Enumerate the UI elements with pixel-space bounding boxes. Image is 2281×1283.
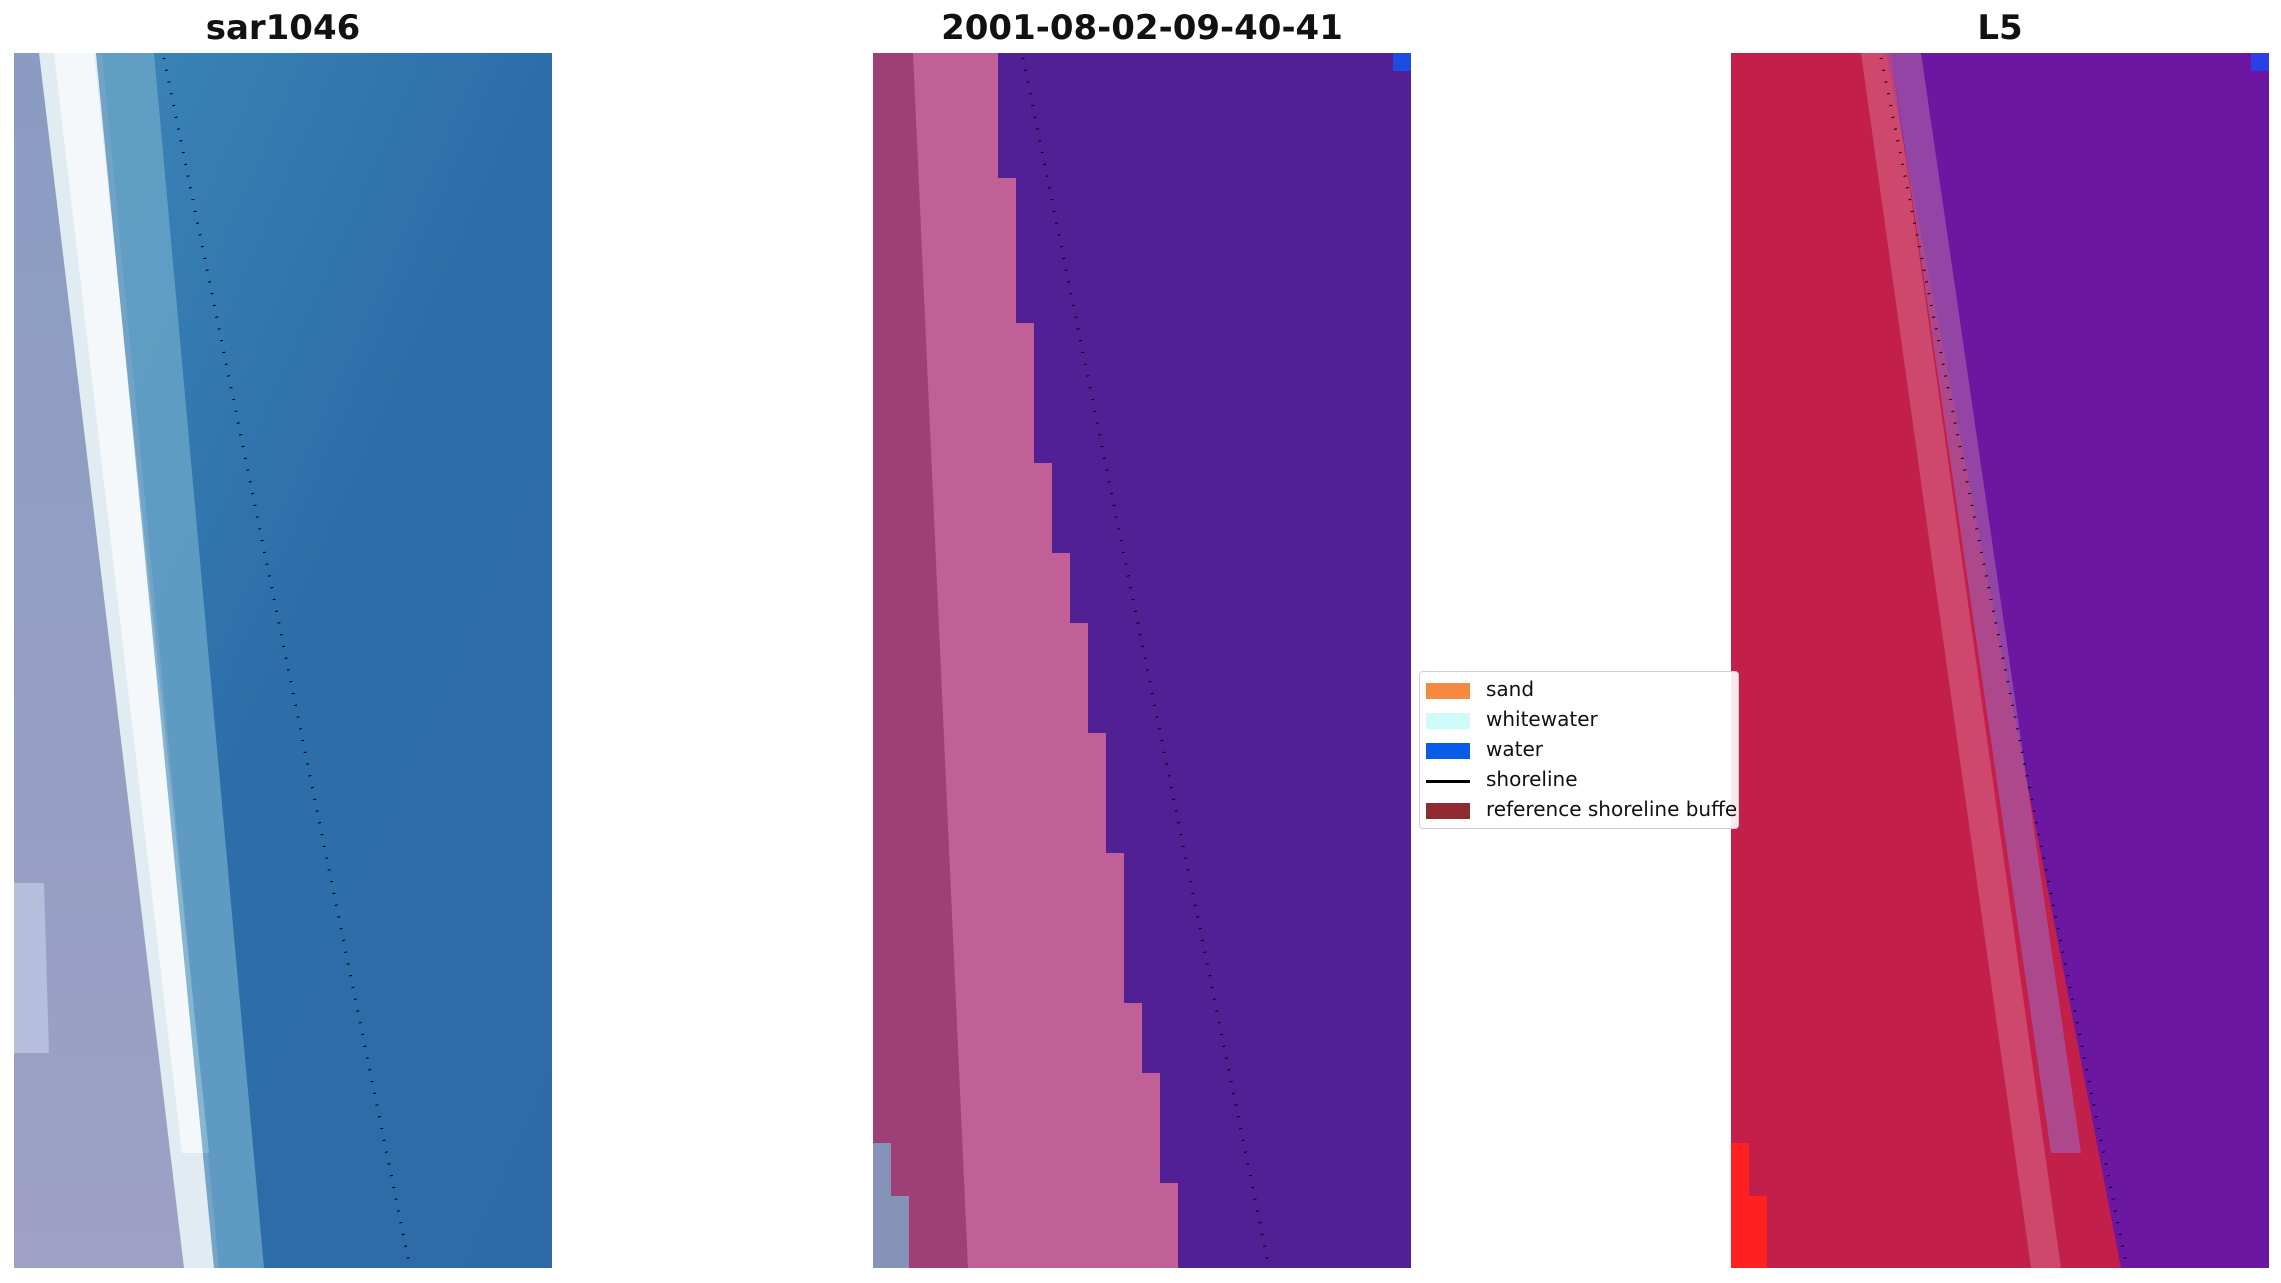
legend-item-water: water (1420, 735, 1738, 765)
legend-item-reference-buffer: reference shoreline buffer (1420, 795, 1739, 825)
legend-label: whitewater (1486, 707, 1598, 731)
legend-swatch-whitewater (1426, 713, 1470, 729)
legend-swatch-water (1426, 743, 1470, 759)
legend-label: sand (1486, 677, 1535, 701)
legend-item-sand: sand (1420, 675, 1738, 705)
legend-label: reference shoreline buffer (1486, 797, 1739, 821)
legend-item-whitewater: whitewater (1420, 705, 1738, 735)
legend-label: shoreline (1486, 767, 1578, 791)
rgb-image-panel (14, 53, 552, 1268)
legend-item-shoreline: shoreline (1420, 765, 1738, 795)
buffer-area-dark (873, 53, 968, 1268)
panel-title-index: L5 (1977, 8, 2023, 48)
shoreline-line (1879, 57, 2128, 1264)
index-image-panel (1731, 53, 2269, 1268)
shoreline-line (162, 57, 411, 1264)
legend-swatch-reference-buffer (1426, 803, 1470, 819)
legend: sand whitewater water shoreline referenc… (1419, 671, 1739, 829)
index-land-area (1731, 53, 2121, 1268)
legend-line-shoreline (1426, 780, 1470, 783)
legend-label: water (1486, 737, 1543, 761)
legend-swatch-sand (1426, 683, 1470, 699)
shoreline-line (1021, 57, 1270, 1264)
panel-title-rgb: sar1046 (205, 8, 361, 48)
classified-image-panel (873, 53, 1411, 1268)
panel-title-classified: 2001-08-02-09-40-41 (941, 8, 1343, 48)
